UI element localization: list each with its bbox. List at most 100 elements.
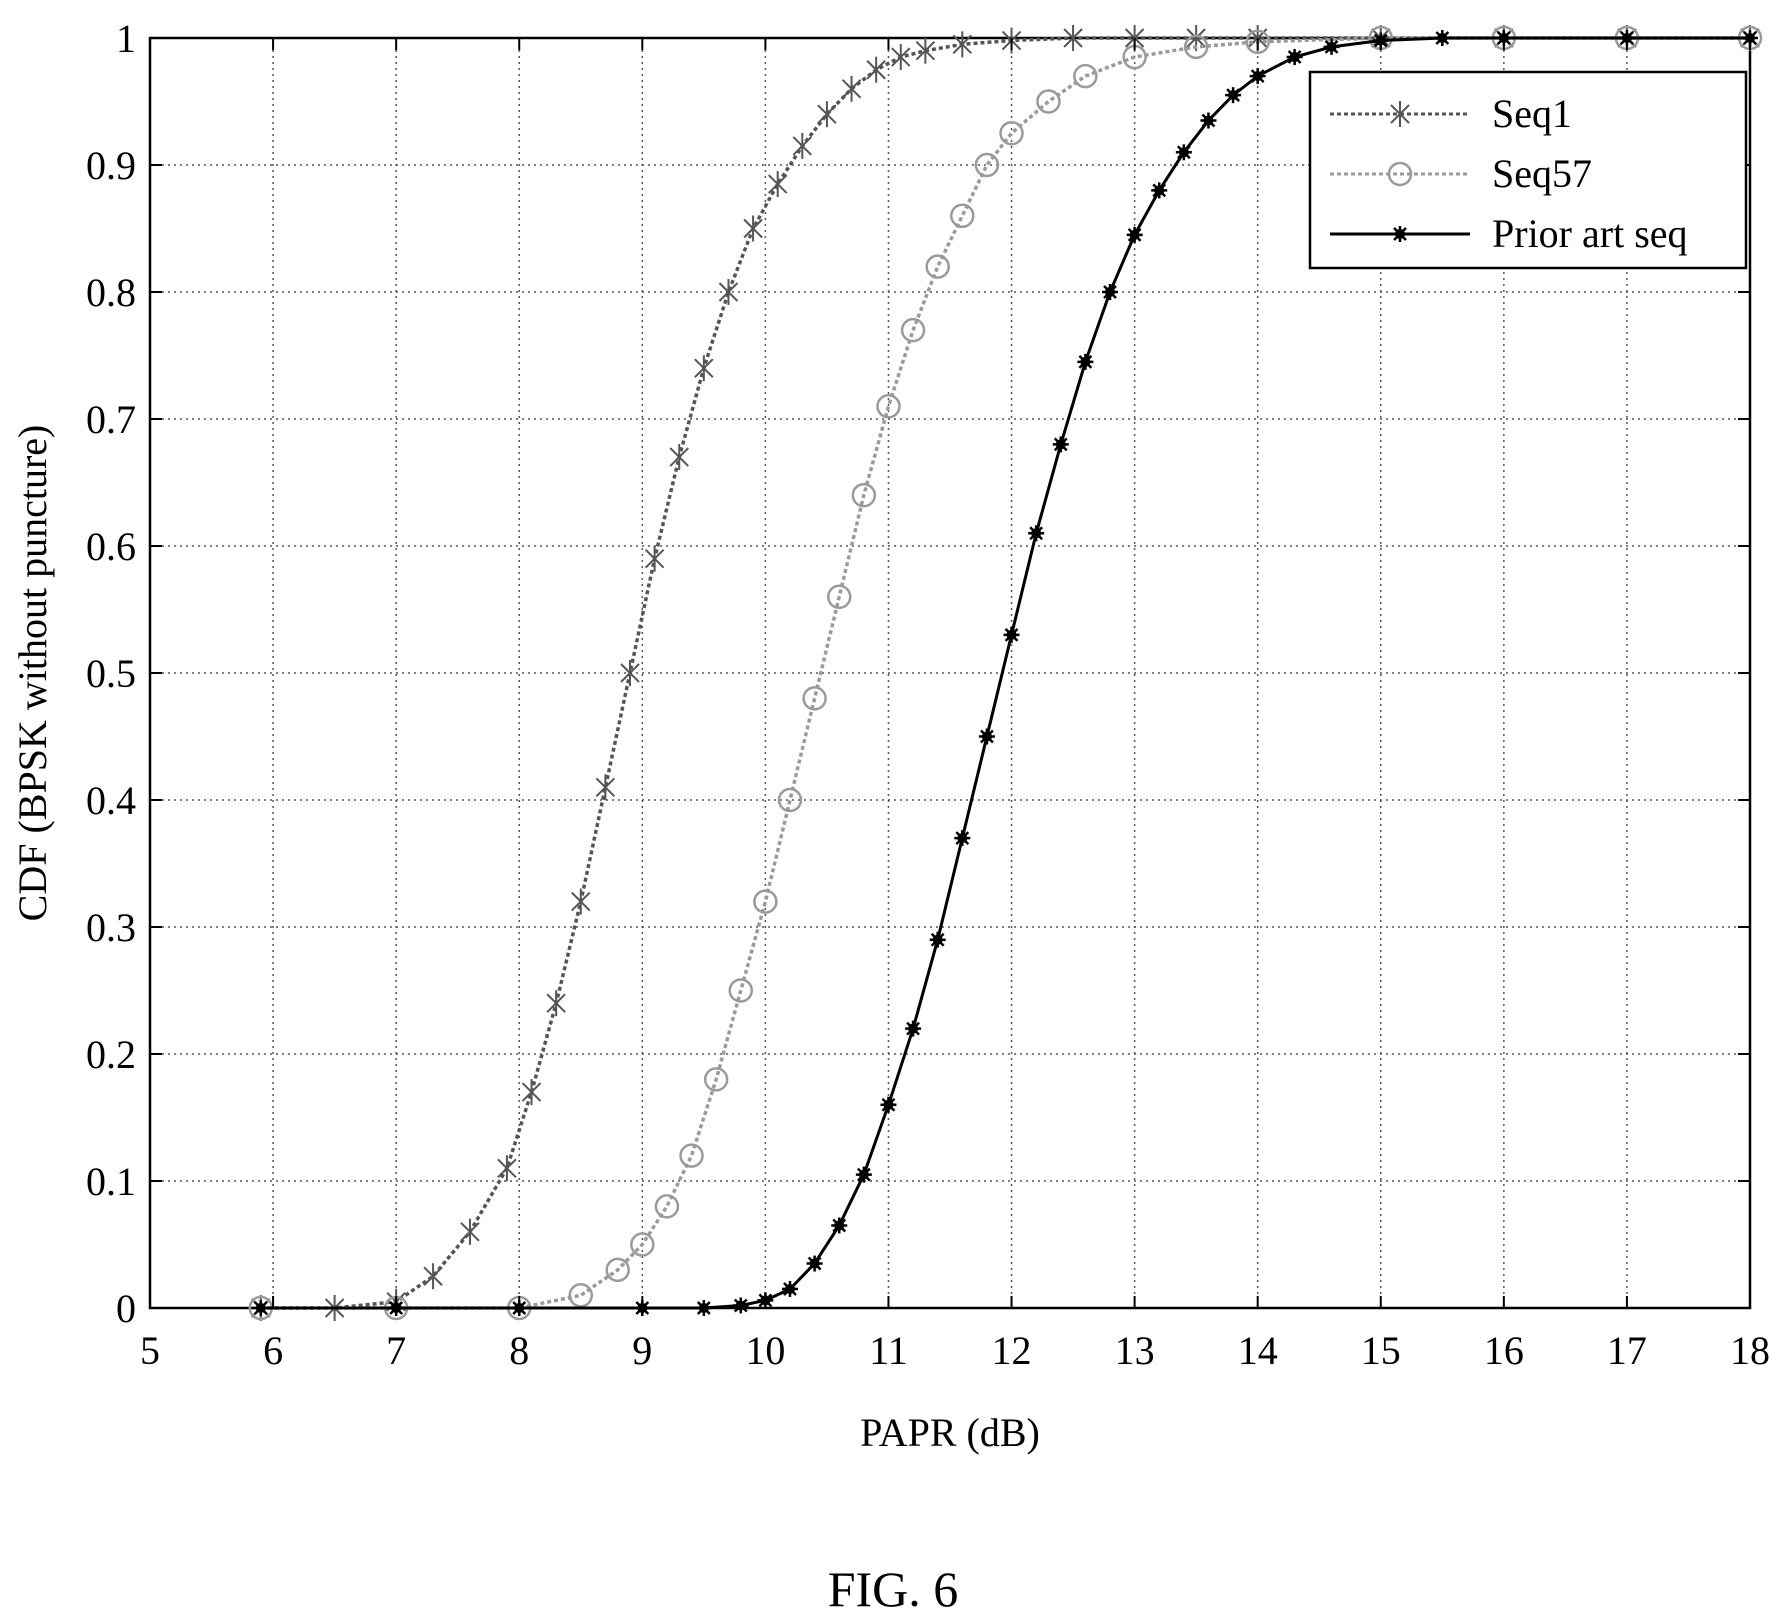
data-point [1225, 87, 1242, 104]
legend-marker [1392, 226, 1408, 242]
x-tick-label: 10 [745, 1328, 785, 1373]
y-axis-label: CDF (BPSK without puncture) [10, 425, 55, 922]
data-point [1102, 284, 1118, 300]
x-tick-label: 14 [1238, 1328, 1278, 1373]
data-point [605, 1257, 630, 1283]
x-tick-label: 9 [632, 1328, 652, 1373]
data-point [1063, 25, 1083, 51]
data-point [743, 215, 763, 242]
data-point [915, 37, 936, 64]
data-point [679, 1143, 704, 1168]
y-tick-labels: 0 0.1 0.2 0.3 0.4 0.5 0.6 0.7 0.8 0.9 1 [86, 16, 136, 1331]
series-line [260, 36, 1750, 1310]
data-point [826, 584, 852, 610]
data-point [880, 1096, 897, 1113]
legend-label: Seq1 [1492, 91, 1572, 136]
data-point [866, 56, 886, 83]
data-point [1052, 436, 1069, 453]
data-point [1003, 626, 1020, 643]
data-point [1077, 353, 1094, 370]
data-point [974, 152, 1000, 178]
data-point [905, 1020, 922, 1037]
data-point [777, 787, 803, 813]
data-point [654, 1194, 680, 1219]
data-point [802, 686, 827, 711]
data-point [1434, 30, 1451, 46]
data-point [644, 545, 665, 572]
y-tick-label: 0.9 [86, 143, 136, 188]
data-point [855, 1166, 872, 1183]
data-point [1036, 89, 1061, 114]
data-point [1175, 144, 1192, 161]
data-point [1245, 29, 1270, 55]
data-point [595, 774, 616, 801]
x-tick-label: 13 [1115, 1328, 1155, 1373]
data-point [694, 355, 714, 382]
data-point [950, 203, 975, 229]
data-point [695, 1300, 712, 1316]
y-tick-label: 0.3 [86, 905, 136, 950]
x-tick-label: 16 [1484, 1328, 1524, 1373]
data-point [929, 931, 946, 948]
x-tick-label: 17 [1607, 1328, 1647, 1373]
data-point [703, 1067, 729, 1092]
y-tick-label: 1 [116, 16, 136, 61]
y-tick-label: 0 [116, 1286, 136, 1331]
data-point [669, 444, 689, 471]
data-point [767, 171, 788, 198]
legend-entry: Prior art seq [1330, 211, 1688, 256]
data-point [718, 279, 739, 305]
data-point [1200, 112, 1217, 129]
data-point [891, 44, 911, 71]
x-axis-label: PAPR (dB) [860, 1410, 1040, 1455]
y-tick-label: 0.8 [86, 270, 136, 315]
x-tick-label: 11 [869, 1328, 908, 1373]
data-point [252, 1300, 269, 1316]
data-point [460, 1218, 480, 1245]
x-tick-label: 6 [263, 1328, 283, 1373]
data-point [792, 132, 813, 159]
data-point [841, 75, 862, 102]
data-point [1323, 38, 1340, 55]
legend-entry: Seq1 [1330, 91, 1572, 136]
data-point [546, 990, 566, 1017]
series-2 [248, 25, 1763, 1321]
legend-label: Seq57 [1492, 151, 1592, 196]
y-tick-label: 0.4 [86, 778, 136, 823]
x-tick-label: 8 [509, 1328, 529, 1373]
data-point [900, 317, 926, 343]
data-point [876, 394, 901, 419]
data-point [497, 1155, 517, 1182]
data-point [571, 888, 591, 915]
data-point [732, 1297, 749, 1314]
x-tick-labels: 5 6 7 8 9 10 11 12 13 14 15 16 17 18 [140, 1328, 1770, 1373]
data-point [1151, 182, 1168, 199]
x-tick-label: 7 [386, 1328, 406, 1373]
legend: Seq1 Seq57 Prior art seq [1308, 70, 1748, 270]
series-layer [248, 25, 1763, 1321]
legend-entry: Seq57 [1330, 151, 1592, 196]
data-point [1126, 226, 1143, 243]
y-tick-label: 0.7 [86, 397, 136, 442]
data-point [817, 101, 837, 128]
data-point [954, 830, 971, 847]
data-point [1286, 49, 1303, 66]
data-point [952, 31, 973, 58]
y-tick-label: 0.1 [86, 1159, 136, 1204]
grid-lines [150, 38, 1750, 1308]
data-point [423, 1263, 443, 1290]
data-point [753, 889, 778, 914]
y-tick-label: 0.5 [86, 651, 136, 696]
x-tick-label: 18 [1730, 1328, 1770, 1373]
series-line [260, 36, 1750, 1310]
data-point [568, 1283, 594, 1308]
data-point [1183, 34, 1209, 60]
x-tick-label: 12 [992, 1328, 1032, 1373]
series-3 [252, 30, 1758, 1316]
data-point [831, 1217, 848, 1234]
data-point [1028, 525, 1045, 542]
data-point [782, 1280, 798, 1297]
data-point [851, 482, 877, 508]
tick-marks [149, 37, 1751, 1309]
